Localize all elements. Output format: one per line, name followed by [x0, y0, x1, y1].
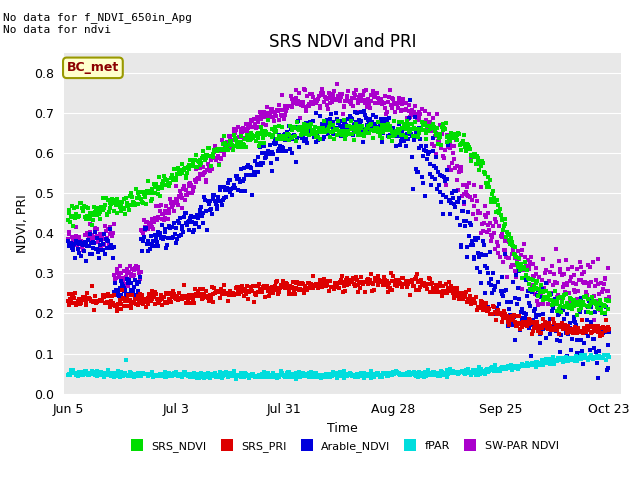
- SRS_NDVI: [216, 146, 224, 152]
- Arable_NDVI: [553, 337, 561, 343]
- Arable_NDVI: [420, 147, 428, 153]
- SRS_PRI: [553, 324, 561, 330]
- Arable_NDVI: [605, 330, 613, 336]
- X-axis label: Time: Time: [327, 422, 358, 435]
- Line: SRS_PRI: SRS_PRI: [66, 271, 611, 338]
- SRS_NDVI: [573, 312, 581, 318]
- SW-PAR NDVI: [486, 220, 494, 226]
- SRS_PRI: [216, 289, 224, 295]
- fPAR: [64, 372, 72, 378]
- fPAR: [553, 357, 561, 363]
- SRS_NDVI: [486, 177, 494, 183]
- fPAR: [292, 377, 300, 383]
- Line: SRS_NDVI: SRS_NDVI: [66, 118, 611, 317]
- SRS_PRI: [596, 334, 604, 339]
- SRS_NDVI: [340, 117, 348, 122]
- SW-PAR NDVI: [235, 134, 243, 140]
- Text: BC_met: BC_met: [67, 61, 119, 74]
- fPAR: [486, 368, 494, 373]
- fPAR: [603, 352, 611, 358]
- SW-PAR NDVI: [590, 317, 598, 323]
- SRS_NDVI: [420, 128, 428, 133]
- SW-PAR NDVI: [420, 120, 428, 126]
- SRS_PRI: [387, 270, 395, 276]
- fPAR: [196, 374, 204, 380]
- Text: No data for f_NDVI_650in_Apg
No data for ndvi: No data for f_NDVI_650in_Apg No data for…: [3, 12, 192, 35]
- Arable_NDVI: [196, 207, 204, 213]
- Arable_NDVI: [235, 176, 243, 181]
- SRS_NDVI: [605, 298, 613, 303]
- SRS_PRI: [605, 326, 613, 332]
- Arable_NDVI: [216, 187, 224, 192]
- SRS_PRI: [235, 291, 243, 297]
- SRS_NDVI: [235, 141, 243, 147]
- SW-PAR NDVI: [216, 148, 224, 154]
- SRS_NDVI: [196, 157, 204, 163]
- SW-PAR NDVI: [333, 81, 341, 87]
- Legend: SRS_NDVI, SRS_PRI, Arable_NDVI, fPAR, SW-PAR NDVI: SRS_NDVI, SRS_PRI, Arable_NDVI, fPAR, SW…: [122, 436, 563, 456]
- SRS_PRI: [486, 312, 494, 317]
- Title: SRS NDVI and PRI: SRS NDVI and PRI: [269, 33, 416, 51]
- Arable_NDVI: [406, 97, 414, 103]
- fPAR: [420, 374, 428, 380]
- SW-PAR NDVI: [605, 294, 613, 300]
- Line: fPAR: fPAR: [66, 353, 611, 382]
- SRS_PRI: [64, 298, 72, 303]
- fPAR: [605, 354, 613, 360]
- Line: Arable_NDVI: Arable_NDVI: [66, 98, 611, 380]
- SRS_PRI: [196, 286, 204, 292]
- Line: SW-PAR NDVI: SW-PAR NDVI: [66, 82, 611, 322]
- fPAR: [216, 369, 224, 375]
- Arable_NDVI: [64, 238, 72, 244]
- Y-axis label: NDVI, PRI: NDVI, PRI: [16, 194, 29, 252]
- Arable_NDVI: [594, 375, 602, 381]
- SRS_PRI: [420, 280, 428, 286]
- Arable_NDVI: [486, 250, 494, 255]
- SRS_NDVI: [553, 299, 561, 305]
- SW-PAR NDVI: [196, 165, 204, 171]
- SW-PAR NDVI: [553, 294, 561, 300]
- fPAR: [235, 373, 243, 379]
- SRS_NDVI: [64, 217, 72, 223]
- SW-PAR NDVI: [64, 236, 72, 242]
